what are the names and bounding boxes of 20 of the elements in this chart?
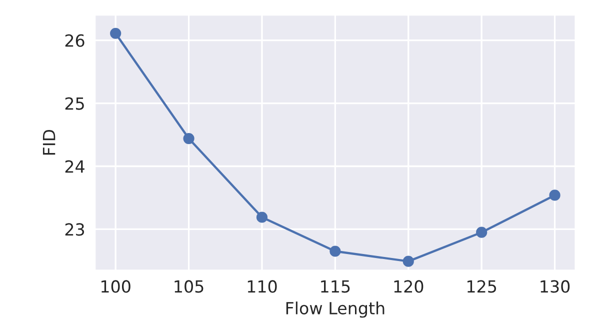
y-tick-label: 25 bbox=[65, 97, 84, 110]
y-tick-label: 24 bbox=[65, 160, 84, 173]
point bbox=[183, 132, 194, 144]
point bbox=[476, 226, 488, 238]
x-axis-title: Flow Length bbox=[286, 302, 384, 318]
x-tick-label: 110 bbox=[248, 280, 277, 293]
point bbox=[256, 212, 268, 223]
x-tick-label: 100 bbox=[102, 280, 130, 293]
point bbox=[549, 190, 560, 201]
y-axis-title: FID bbox=[42, 130, 56, 155]
point bbox=[110, 28, 122, 39]
x-tick-label: 130 bbox=[540, 280, 570, 293]
x-tick-label: 115 bbox=[321, 280, 350, 293]
x-tick-label: 125 bbox=[468, 280, 496, 293]
point bbox=[330, 246, 341, 257]
x-tick-label: 120 bbox=[394, 280, 424, 293]
y-tick-label: 26 bbox=[65, 34, 84, 47]
x-tick-label: 105 bbox=[174, 280, 204, 293]
point bbox=[402, 256, 414, 267]
y-tick-label: 23 bbox=[65, 223, 84, 236]
